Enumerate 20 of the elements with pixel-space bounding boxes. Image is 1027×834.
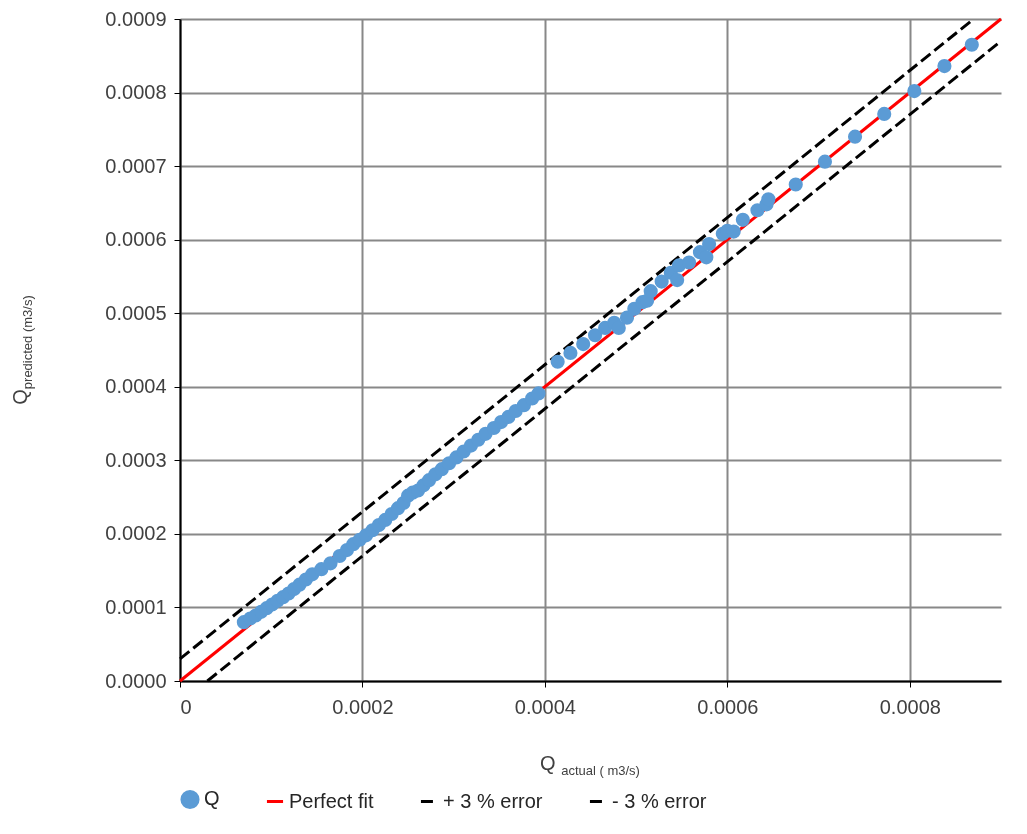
- y-tick-label: 0.0007: [105, 154, 167, 177]
- x-axis-title: Q $_{actual ( m3/s)}$: [540, 752, 640, 778]
- y-tick-label: 0.0006: [105, 228, 167, 251]
- legend-label: + 3 % error: [443, 789, 543, 812]
- y-tick-label: 0.0005: [105, 301, 167, 324]
- x-tick-label: 0.0004: [514, 695, 576, 718]
- legend-label: Perfect fit: [289, 789, 374, 812]
- y-tick-label: 0.0009: [105, 7, 167, 30]
- y-tick-label: 0.0004: [105, 375, 167, 398]
- legend-label: Q: [204, 787, 220, 810]
- y-tick-label: 0.0001: [105, 595, 167, 618]
- y-tick-label: 0.0000: [105, 669, 167, 692]
- x-tick-label: 0: [180, 695, 192, 718]
- legend-label: - 3 % error: [612, 789, 707, 812]
- x-tick-label: 0.0008: [879, 695, 941, 718]
- y-tick-label: 0.0002: [105, 522, 167, 545]
- x-tick-label: 0.0002: [332, 695, 394, 718]
- y-tick-label: 0.0003: [105, 448, 167, 471]
- y-tick-label: 0.0008: [105, 81, 167, 104]
- x-tick-label: 0.0006: [697, 695, 759, 718]
